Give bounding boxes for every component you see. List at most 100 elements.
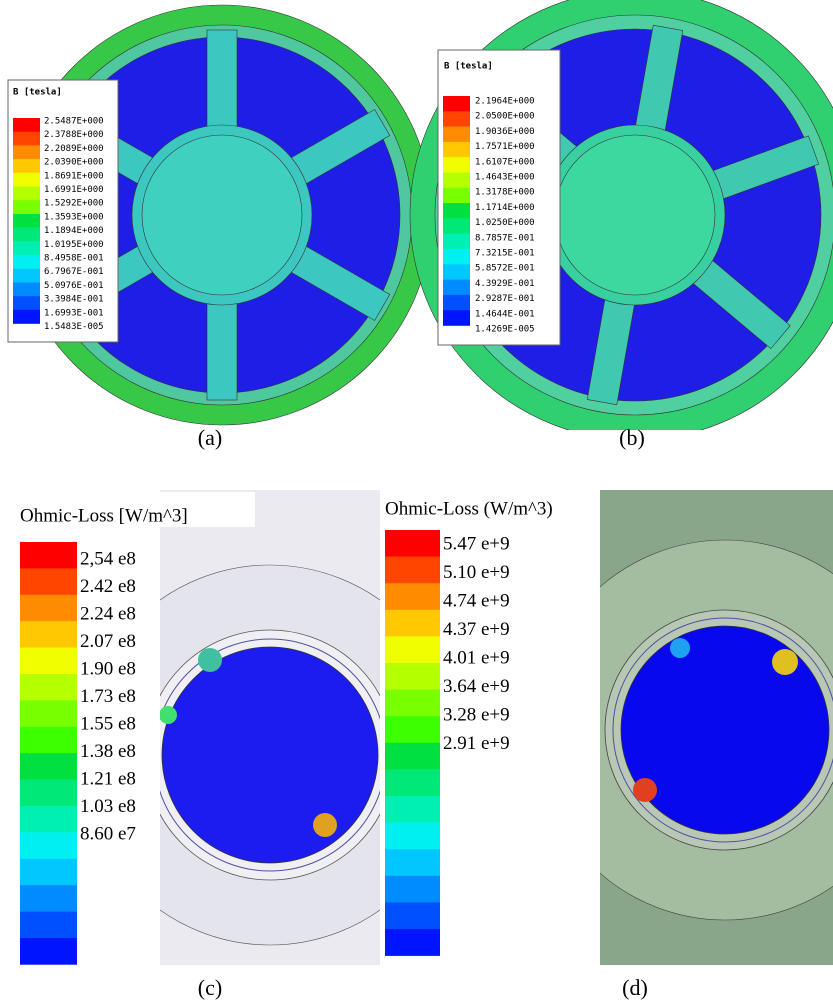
color-swatch	[13, 296, 40, 310]
legend-label: 2.0500E+000	[475, 112, 535, 122]
legend-title: B [tesla]	[13, 88, 62, 98]
legend-label: 1.1714E+000	[475, 203, 535, 213]
color-swatch	[443, 173, 470, 189]
legend-label: 4.3929E-001	[475, 279, 535, 289]
color-swatch	[13, 118, 40, 132]
color-swatch	[385, 663, 440, 690]
legend-label: 5.10 e+9	[443, 562, 510, 583]
legend-label: 2.24 e8	[80, 603, 136, 624]
legend-label: 1.0250E+000	[475, 218, 535, 228]
legend-label: 3.64 e+9	[443, 676, 510, 697]
legend-label: 3.28 e+9	[443, 704, 510, 725]
legend-label: 2.0390E+000	[44, 158, 104, 168]
color-swatch	[443, 280, 470, 296]
color-swatch	[20, 885, 77, 912]
legend-label: 1.6993E-001	[44, 308, 104, 318]
color-swatch	[13, 282, 40, 296]
legend-label: 4.01 e+9	[443, 647, 510, 668]
color-swatch	[20, 542, 77, 569]
legend-label: 1.3178E+000	[475, 188, 535, 198]
legend-label: 1.4644E-001	[475, 309, 535, 319]
color-swatch	[20, 674, 77, 701]
color-swatch	[20, 832, 77, 859]
color-swatch	[20, 727, 77, 754]
color-swatch	[443, 157, 470, 173]
legend-label: 1.73 e8	[80, 686, 136, 707]
legend-label: 1.55 e8	[80, 713, 136, 734]
legend-label: 8.7857E-001	[475, 233, 535, 243]
color-swatch	[443, 249, 470, 265]
legend-label: 1.38 e8	[80, 741, 136, 762]
legend-label: 2.5487E+000	[44, 117, 104, 127]
legend-label: 3.3984E-001	[44, 295, 104, 305]
color-swatch	[443, 264, 470, 280]
color-swatch	[13, 132, 40, 146]
legend-label: 2.9287E-001	[475, 294, 535, 304]
color-swatch	[385, 743, 440, 770]
legend-label: 8.60 e7	[80, 823, 136, 844]
legend-label: 1.4643E+000	[475, 173, 535, 183]
figure: B [tesla]2.5487E+0002.3788E+0002.2089E+0…	[0, 0, 833, 1006]
legend-label: 1.5483E-005	[44, 322, 104, 332]
color-swatch	[13, 187, 40, 201]
legend-label: 6.7967E-001	[44, 267, 104, 277]
panel-caption: (b)	[619, 425, 645, 450]
color-swatch	[443, 310, 470, 326]
legend-label: 5.8572E-001	[475, 264, 535, 274]
motor-loss-d	[535, 490, 833, 965]
color-swatch	[20, 859, 77, 886]
color-swatch	[443, 203, 470, 219]
color-swatch	[385, 583, 440, 610]
color-swatch	[385, 902, 440, 929]
legend-title: Ohmic-Loss [W/m^3]	[20, 505, 188, 526]
color-swatch	[443, 218, 470, 234]
color-swatch	[385, 636, 440, 663]
legend-label: 1.0195E+000	[44, 240, 104, 250]
legend-label: 2.07 e8	[80, 631, 136, 652]
legend-label: 1.5292E+000	[44, 199, 104, 209]
color-swatch	[20, 648, 77, 675]
color-swatch	[20, 780, 77, 807]
panel-caption: (a)	[198, 425, 222, 450]
color-swatch	[13, 255, 40, 269]
color-swatch	[443, 234, 470, 250]
color-swatch	[13, 200, 40, 214]
color-swatch	[385, 716, 440, 743]
color-swatch	[20, 912, 77, 939]
color-swatch	[20, 753, 77, 780]
color-swatch	[443, 96, 470, 112]
color-swatch	[20, 938, 77, 965]
color-swatch	[385, 610, 440, 637]
legend-label: 1.1894E+000	[44, 226, 104, 236]
color-swatch	[443, 142, 470, 158]
legend-label: 1.03 e8	[80, 796, 136, 817]
legend-title: B [tesla]	[444, 62, 493, 72]
legend-label: 4.37 e+9	[443, 619, 510, 640]
color-swatch	[20, 806, 77, 833]
color-swatch	[13, 173, 40, 187]
color-swatch	[13, 214, 40, 228]
color-swatch	[385, 769, 440, 796]
color-swatch	[443, 111, 470, 127]
color-swatch	[385, 929, 440, 956]
legend-label: 5.47 e+9	[443, 533, 510, 554]
legend-label: 1.6991E+000	[44, 185, 104, 195]
legend-label: 1.21 e8	[80, 768, 136, 789]
legend-label: 1.4269E-005	[475, 325, 535, 335]
color-swatch	[385, 557, 440, 584]
color-swatch	[13, 159, 40, 173]
legend-label: 2.3788E+000	[44, 130, 104, 140]
color-swatch	[385, 690, 440, 717]
color-swatch	[385, 823, 440, 850]
legend-label: 7.3215E-001	[475, 249, 535, 259]
legend-label: 1.7571E+000	[475, 142, 535, 152]
legend-label: 5.0976E-001	[44, 281, 104, 291]
legend-label: 2.91 e+9	[443, 733, 510, 754]
color-swatch	[443, 295, 470, 311]
color-swatch	[385, 876, 440, 903]
color-swatch	[443, 188, 470, 204]
legend-label: 2.1964E+000	[475, 97, 535, 107]
color-swatch	[13, 241, 40, 255]
panel-caption: (c)	[198, 975, 222, 1000]
color-swatch	[20, 595, 77, 622]
